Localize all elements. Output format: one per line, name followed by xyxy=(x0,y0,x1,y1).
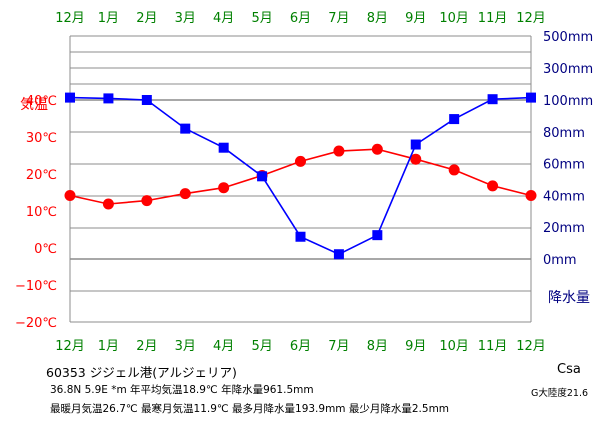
temperature-point xyxy=(448,164,460,176)
right-tick-label: 80mm xyxy=(543,126,585,141)
station-name: 60353 ジジェル港(アルジェリア) xyxy=(46,365,237,380)
month-label-bottom: 2月 xyxy=(136,339,157,354)
left-tick-label: 20℃ xyxy=(26,168,57,183)
precipitation-line xyxy=(69,96,532,256)
precipitation-point xyxy=(526,92,536,103)
month-label-top: 12月 xyxy=(516,11,546,26)
month-label-bottom: 4月 xyxy=(213,339,234,354)
right-tick-label: 500mm xyxy=(543,30,593,45)
month-label-bottom: 8月 xyxy=(367,339,388,354)
month-label-top: 8月 xyxy=(367,11,388,26)
left-tick-label: 30℃ xyxy=(26,131,57,146)
temperature-point xyxy=(179,188,191,200)
left-tick-label: 40℃ xyxy=(26,94,57,109)
month-label-top: 2月 xyxy=(136,11,157,26)
month-label-top: 3月 xyxy=(175,11,196,26)
left-tick-label: 0℃ xyxy=(34,242,57,257)
month-label-top: 9月 xyxy=(405,11,426,26)
left-tick-label: −20℃ xyxy=(15,316,57,331)
precipitation-point xyxy=(295,231,306,242)
continentality-index: G大陸度21.6 xyxy=(531,388,589,399)
month-label-top: 10月 xyxy=(439,11,469,26)
precipitation-point xyxy=(410,139,421,150)
precipitation-point xyxy=(180,123,191,134)
station-info-line1: 36.8N 5.9E *m 年平均気温18.9℃ 年降水量961.5mm xyxy=(50,384,314,396)
month-label-bottom: 7月 xyxy=(328,339,349,354)
left-tick-label: −10℃ xyxy=(15,279,57,294)
month-label-top: 4月 xyxy=(213,11,234,26)
temperature-point xyxy=(525,189,537,201)
temperature-point xyxy=(218,182,230,194)
month-label-top: 7月 xyxy=(328,11,349,26)
precipitation-point xyxy=(257,171,268,182)
temperature-point xyxy=(102,198,114,210)
month-label-top: 12月 xyxy=(55,11,85,26)
temperature-point xyxy=(141,195,153,207)
precipitation-point xyxy=(372,230,383,241)
right-tick-label: 0mm xyxy=(543,253,577,268)
month-label-bottom: 9月 xyxy=(405,339,426,354)
left-axis-title: 気温 xyxy=(20,97,48,113)
month-label-bottom: 3月 xyxy=(175,339,196,354)
month-label-top: 5月 xyxy=(251,11,272,26)
month-label-bottom: 10月 xyxy=(439,339,469,354)
precipitation-point xyxy=(487,94,498,105)
precipitation-point xyxy=(333,249,344,260)
right-axis-title: 降水量 xyxy=(548,290,590,306)
temperature-point xyxy=(295,155,306,167)
temperature-point xyxy=(487,180,499,192)
right-tick-label: 40mm xyxy=(543,189,585,204)
temperature-point xyxy=(371,143,383,155)
right-tick-label: 20mm xyxy=(543,221,585,236)
temperature-point xyxy=(64,189,76,201)
month-label-bottom: 5月 xyxy=(251,339,272,354)
left-tick-label: 10℃ xyxy=(26,205,57,220)
right-tick-label: 100mm xyxy=(543,94,593,109)
month-label-bottom: 11月 xyxy=(478,339,508,354)
month-label-top: 6月 xyxy=(290,11,311,26)
climate-code: Csa xyxy=(557,362,581,377)
station-info-line2: 最暖月気温26.7℃ 最寒月気温11.9℃ 最多月降水量193.9mm 最少月降… xyxy=(50,403,450,415)
month-label-bottom: 6月 xyxy=(290,339,311,354)
month-label-bottom: 12月 xyxy=(55,339,85,354)
right-tick-label: 300mm xyxy=(543,62,593,77)
precipitation-point xyxy=(141,95,152,105)
precipitation-point xyxy=(65,92,75,103)
temperature-point xyxy=(410,153,422,165)
right-tick-label: 60mm xyxy=(543,158,585,173)
precipitation-point xyxy=(449,114,460,125)
precipitation-point xyxy=(103,93,114,104)
month-label-bottom: 12月 xyxy=(516,339,546,354)
temperature-point xyxy=(333,145,345,157)
month-label-top: 1月 xyxy=(98,11,119,26)
month-label-bottom: 1月 xyxy=(98,339,119,354)
precipitation-point xyxy=(218,142,229,153)
month-label-top: 11月 xyxy=(478,11,508,26)
